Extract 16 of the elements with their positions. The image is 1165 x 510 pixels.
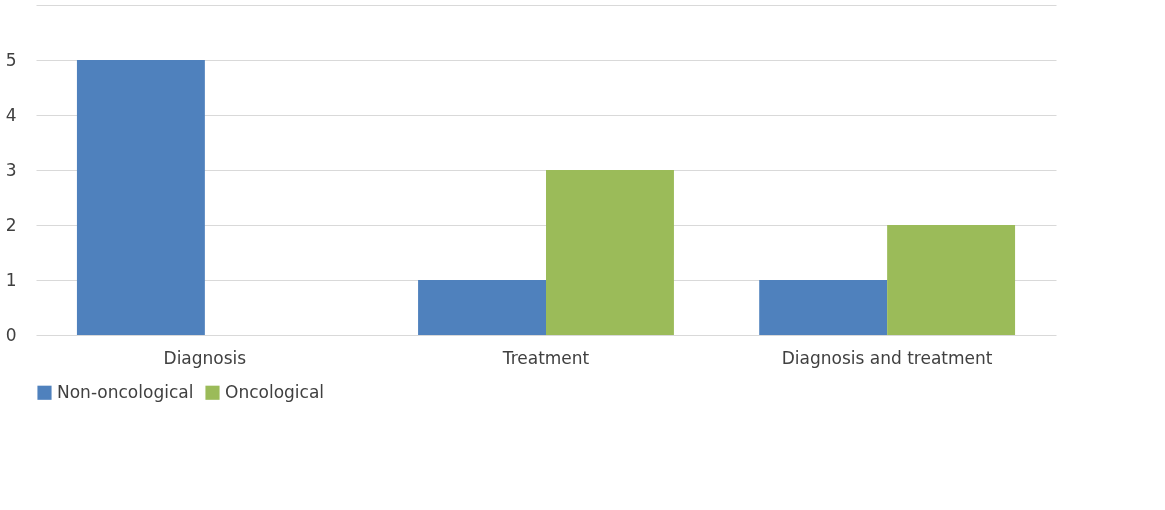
bar [546,170,674,335]
bar [76,60,205,335]
bar [418,280,546,335]
y-tick-label: 0 [5,324,17,345]
x-tick-label: Diagnosis [163,347,247,368]
y-tick-label: 2 [5,214,17,235]
bar [887,225,1016,335]
y-tick-label: 4 [5,104,17,125]
y-tick-label: 1 [5,269,17,290]
y-tick-label: 3 [5,159,17,180]
bar [759,280,888,335]
legend-label: Non-oncological [57,381,194,402]
legend-label: Oncological [225,381,325,402]
x-tick-label: Treatment [501,347,590,368]
x-tick-label: Diagnosis and treatment [781,347,993,368]
y-tick-label: 5 [5,49,17,70]
